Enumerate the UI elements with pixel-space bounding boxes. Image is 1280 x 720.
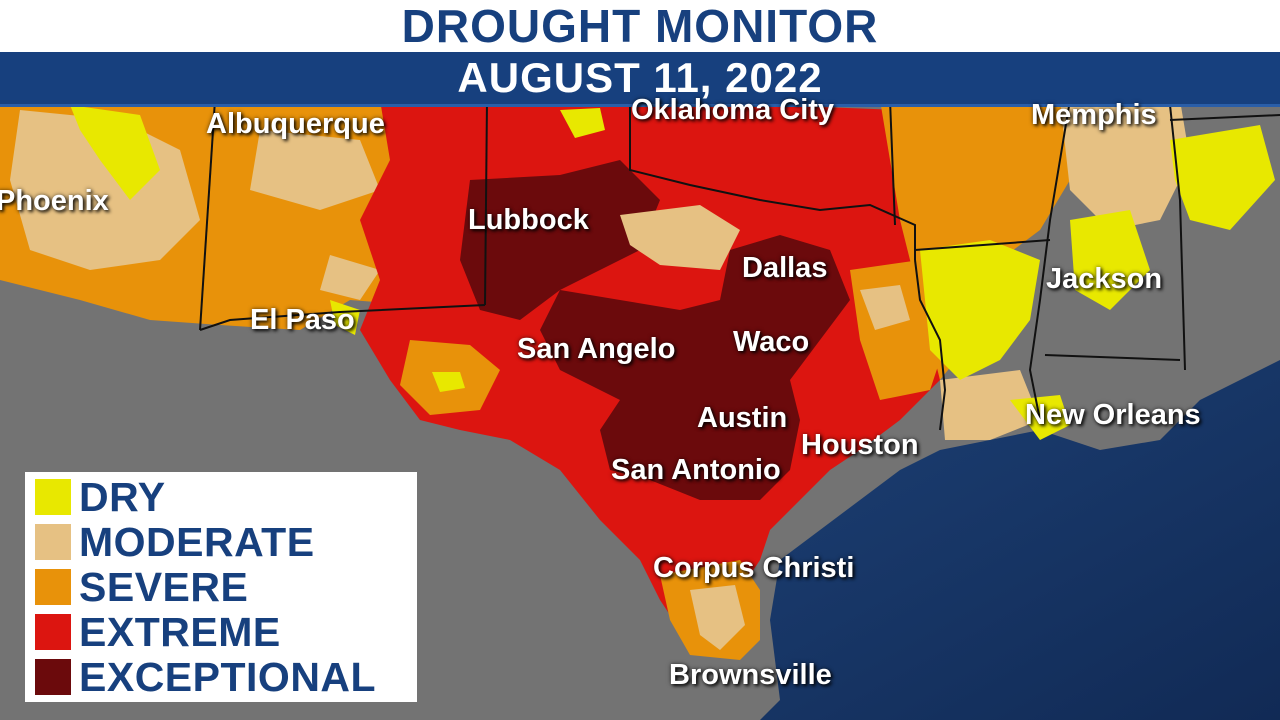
- city-label-memphis: Memphis: [1031, 99, 1157, 131]
- legend-swatch-dry: [35, 479, 71, 515]
- legend-item-exceptional: EXCEPTIONAL: [35, 653, 377, 700]
- city-label-san-angelo: San Angelo: [517, 333, 676, 365]
- city-label-lubbock: Lubbock: [468, 204, 589, 236]
- legend-swatch-extreme: [35, 614, 71, 650]
- drought-texas-dry-dot: [432, 372, 465, 392]
- legend-item-moderate: MODERATE: [35, 518, 315, 565]
- legend-swatch-severe: [35, 569, 71, 605]
- date-bar: AUGUST 11, 2022: [0, 52, 1280, 107]
- city-label-san-antonio: San Antonio: [611, 454, 781, 486]
- drought-east-dry: [920, 125, 1275, 440]
- city-label-houston: Houston: [801, 429, 919, 461]
- city-label-oklahoma-city: Oklahoma City: [631, 94, 835, 126]
- legend-item-dry: DRY: [35, 473, 166, 520]
- drought-exceptional-central: [540, 235, 850, 500]
- city-label-brownsville: Brownsville: [669, 659, 832, 691]
- legend-label-moderate: MODERATE: [79, 518, 315, 565]
- legend-swatch-exceptional: [35, 659, 71, 695]
- drought-west-dry: [70, 105, 360, 335]
- city-label-austin: Austin: [697, 402, 788, 434]
- city-label-corpus-christi: Corpus Christi: [653, 552, 855, 584]
- legend-label-extreme: EXTREME: [79, 608, 281, 655]
- legend-swatch-moderate: [35, 524, 71, 560]
- city-label-dallas: Dallas: [742, 252, 828, 284]
- page-title: DROUGHT MONITOR: [401, 0, 879, 52]
- city-label-el-paso: El Paso: [250, 304, 355, 336]
- city-label-waco: Waco: [733, 326, 810, 358]
- legend-label-dry: DRY: [79, 473, 166, 520]
- report-date: AUGUST 11, 2022: [457, 54, 823, 101]
- drought-south-moderate: [690, 585, 745, 650]
- legend-item-severe: SEVERE: [35, 563, 249, 610]
- state-borders: [199, 99, 1280, 431]
- legend-label-exceptional: EXCEPTIONAL: [79, 653, 377, 700]
- drought-okc-dry: [560, 108, 605, 138]
- drought-east-moderate: [860, 100, 1190, 440]
- legend: DRY MODERATE SEVERE EXTREME EXCEPTIONAL: [25, 472, 417, 702]
- legend-label-severe: SEVERE: [79, 563, 249, 610]
- city-label-albuquerque: Albuquerque: [206, 108, 385, 140]
- city-label-new-orleans: New Orleans: [1025, 399, 1201, 431]
- title-bar: DROUGHT MONITOR: [0, 0, 1280, 52]
- city-label-jackson: Jackson: [1046, 263, 1163, 295]
- drought-exceptional-north: [460, 160, 660, 320]
- city-label-phoenix: Phoenix: [0, 185, 109, 217]
- drought-texas-moderate-patch: [620, 205, 740, 270]
- legend-item-extreme: EXTREME: [35, 608, 281, 655]
